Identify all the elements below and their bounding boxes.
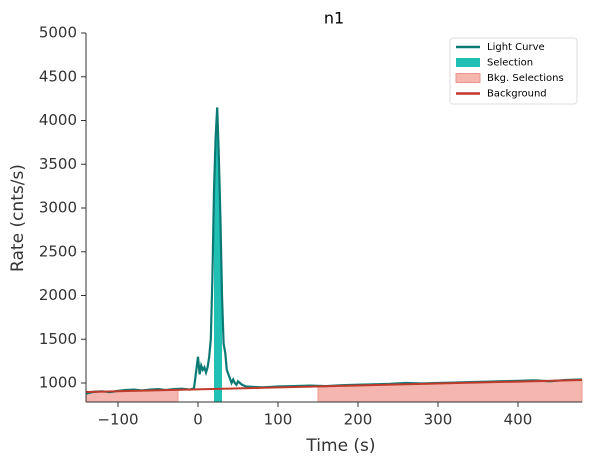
legend: Light Curve Selection Bkg. Selections Backg… [449, 37, 578, 105]
legend-label: Light Curve [487, 42, 545, 53]
legend-swatch [455, 73, 481, 83]
legend-swatch [456, 58, 480, 67]
x-tick-label: 300 [424, 411, 453, 429]
y-axis-label: Rate (cnts/s) [8, 164, 28, 272]
y-tick-label: 2000 [39, 286, 77, 304]
legend-label: Selection [487, 58, 533, 69]
y-tick-label: 4500 [39, 67, 77, 85]
x-tick-label: 0 [193, 411, 203, 429]
x-tick-label: 100 [264, 411, 293, 429]
x-tick-label: 200 [344, 411, 373, 429]
legend-label: Background [487, 89, 547, 100]
y-tick-label: 1000 [39, 374, 77, 392]
y-tick-label: 5000 [39, 24, 77, 42]
legend-label: Bkg. Selections [487, 73, 564, 84]
x-axis-label: Time (s) [305, 436, 375, 456]
legend-frame [449, 37, 578, 105]
plot-area [85, 107, 583, 403]
chart-title: n1 [324, 9, 344, 28]
selection [214, 107, 222, 403]
x-tick-label: −100 [97, 411, 138, 429]
y-tick-label: 3500 [39, 155, 77, 173]
y-tick-label: 4000 [39, 111, 77, 129]
x-tick-label: 400 [504, 411, 533, 429]
y-tick-label: 2500 [39, 242, 77, 260]
series-line [85, 379, 583, 394]
y-tick-label: 1500 [39, 330, 77, 348]
series-line [85, 107, 583, 395]
y-tick-label: 3000 [39, 199, 77, 217]
